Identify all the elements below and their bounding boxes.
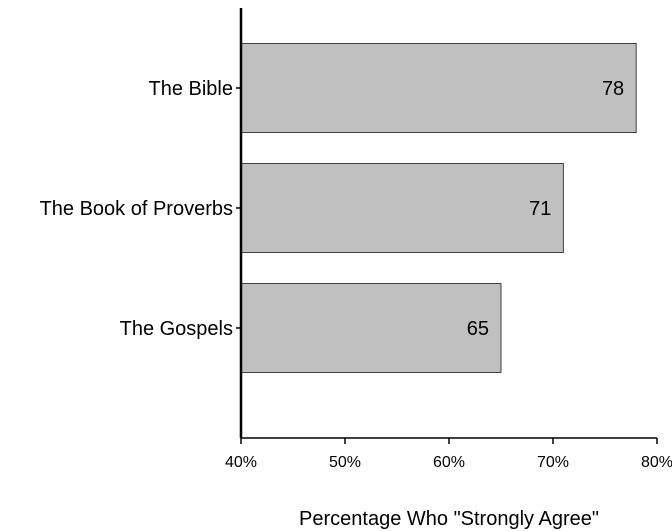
x-tick-label-0: 40% — [225, 454, 257, 471]
data-labels-group: 78 71 65 — [467, 78, 624, 340]
y-axis: The Bible The Book of Proverbs The Gospels — [40, 8, 243, 438]
category-label-2: The Gospels — [120, 318, 233, 340]
x-tick-label-2: 60% — [433, 454, 465, 471]
bar-2 — [240, 283, 502, 373]
x-tick-label-3: 70% — [537, 454, 569, 471]
bar-1 — [240, 163, 564, 253]
x-tick-label-1: 50% — [329, 454, 361, 471]
data-label-2: 65 — [467, 318, 489, 340]
category-label-0: The Bible — [149, 78, 234, 100]
x-axis: 40% 50% 60% 70% 80% — [225, 437, 672, 471]
bars-group — [240, 43, 637, 373]
x-tick-label-4: 80% — [641, 454, 672, 471]
data-label-1: 71 — [529, 198, 551, 220]
category-label-1: The Book of Proverbs — [40, 198, 233, 220]
data-label-0: 78 — [602, 78, 624, 100]
x-axis-title: Percentage Who "Strongly Agree" — [299, 508, 599, 530]
bar-0 — [240, 43, 637, 133]
